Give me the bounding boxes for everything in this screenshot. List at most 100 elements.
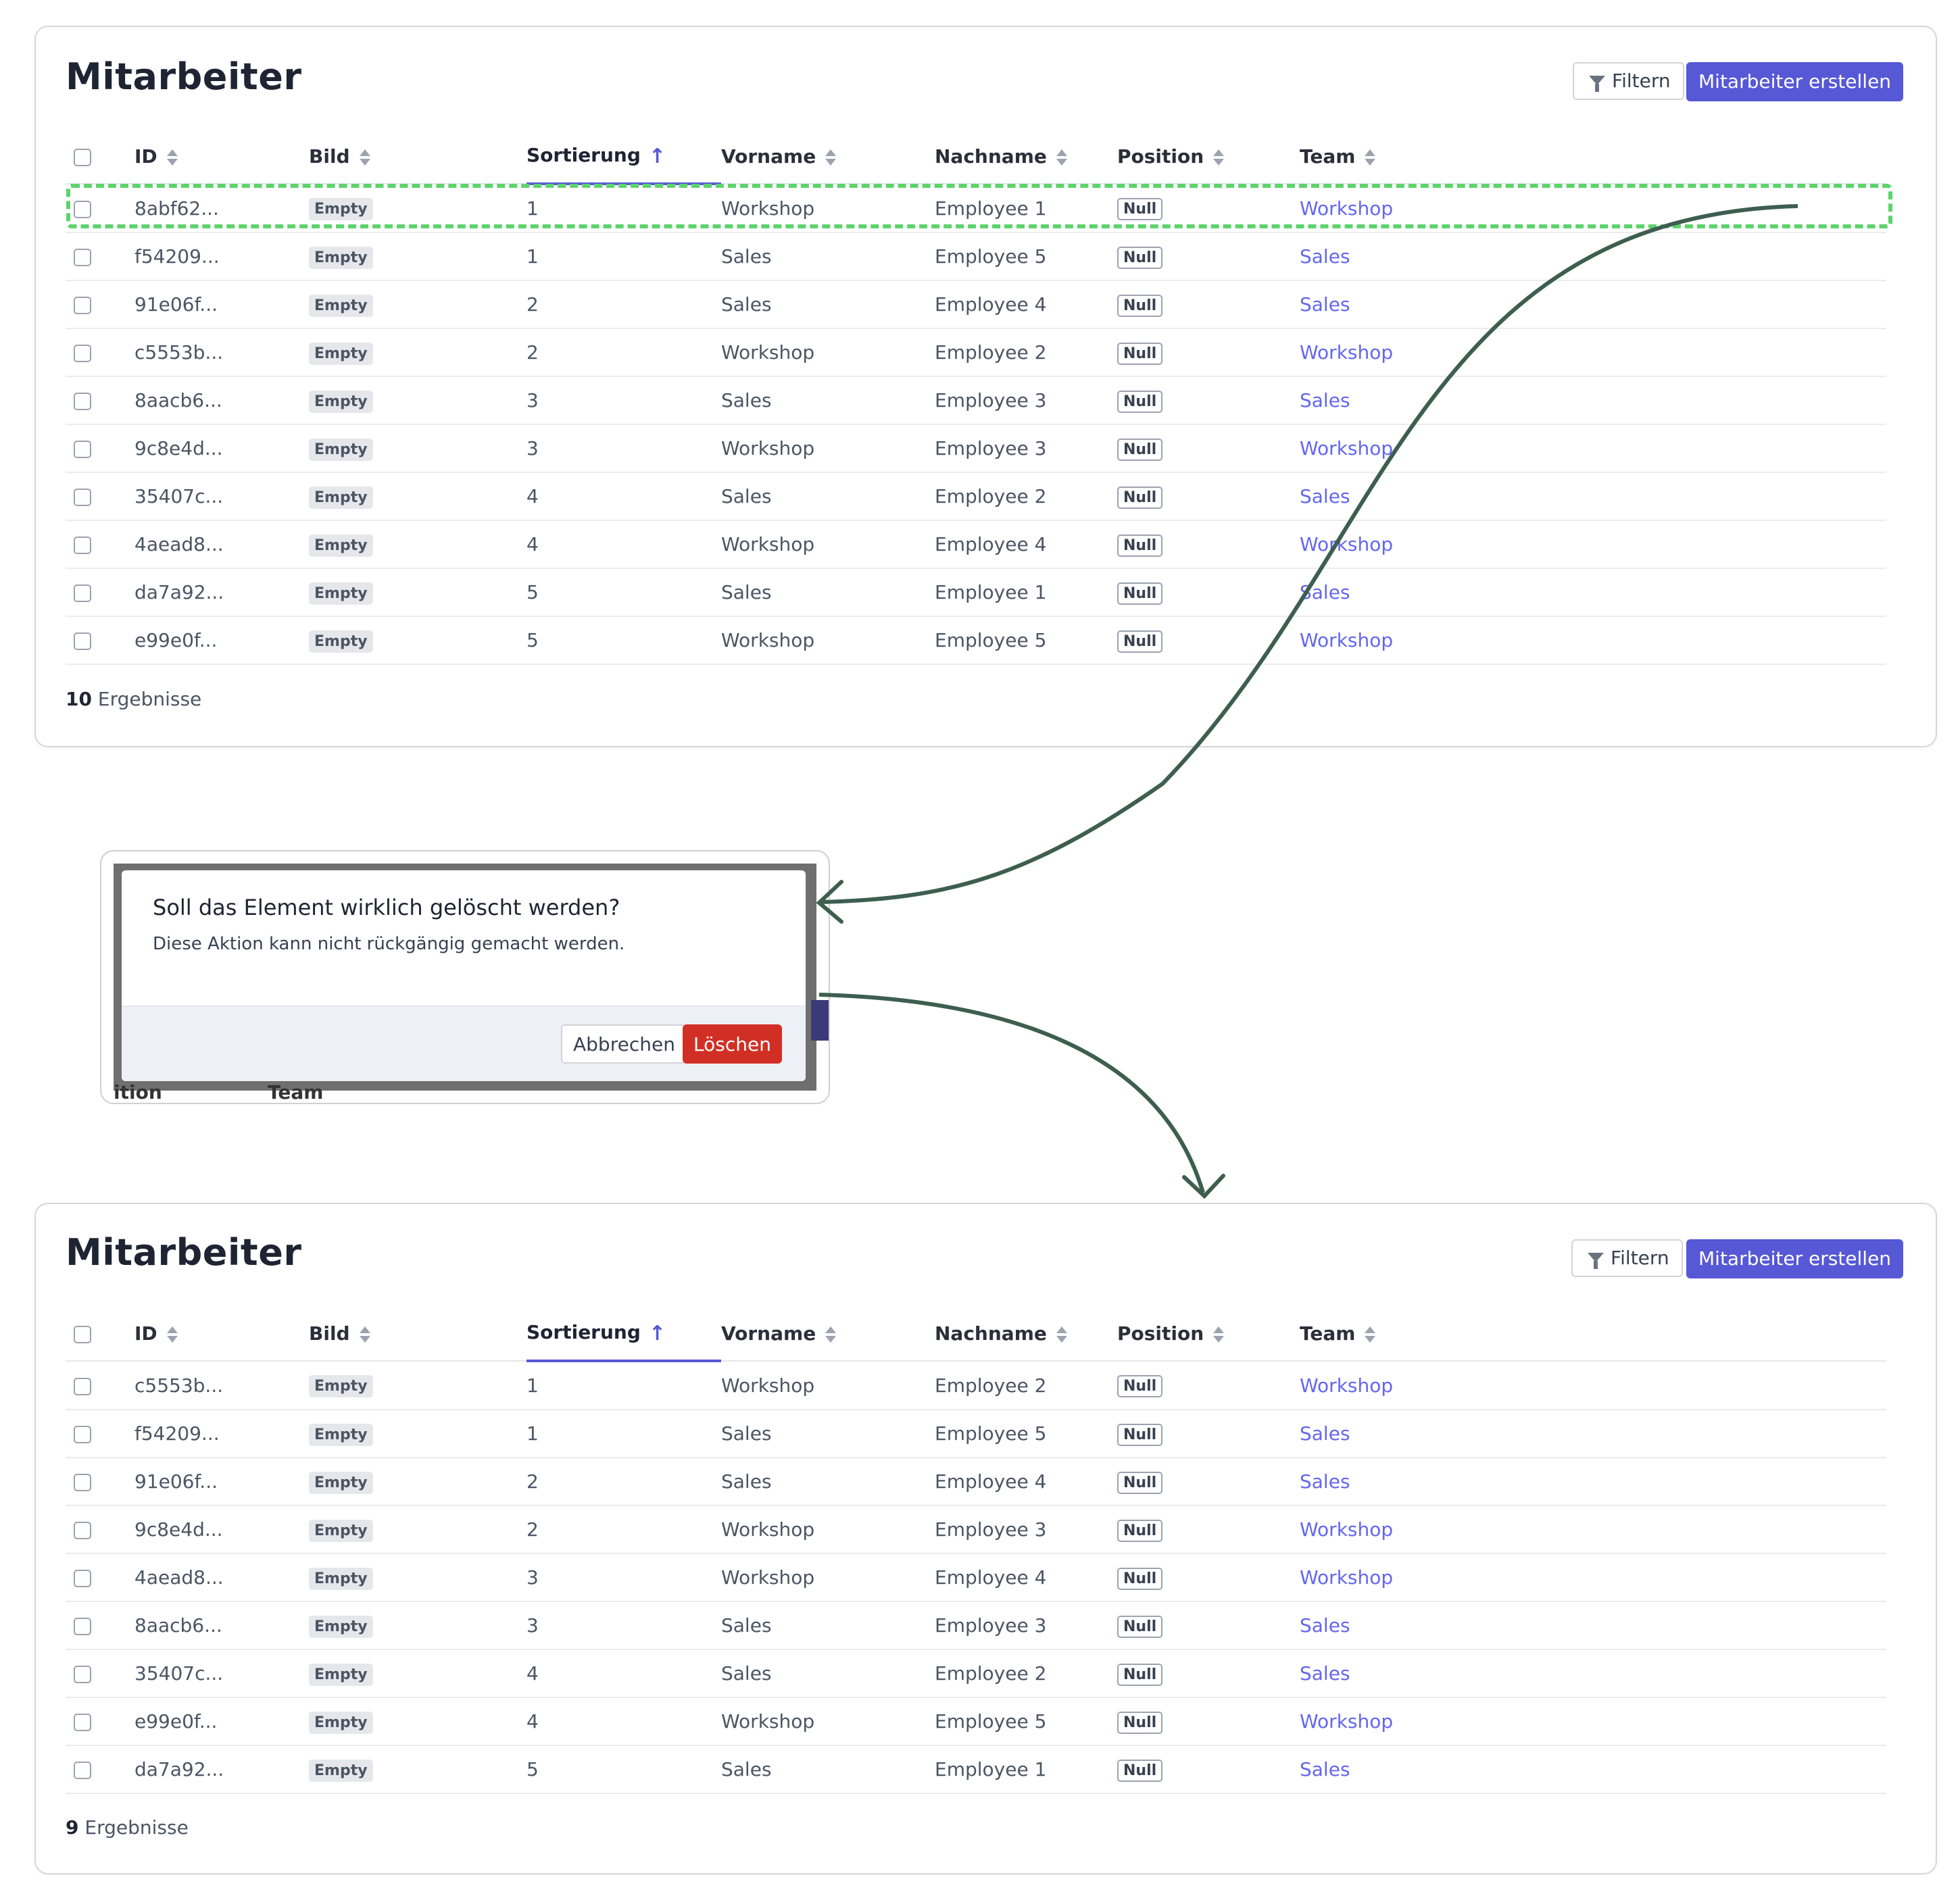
sort-value: 4	[526, 1662, 539, 1685]
row-checkbox[interactable]	[74, 1570, 91, 1587]
row-checkbox[interactable]	[74, 489, 91, 506]
select-all-checkbox[interactable]	[74, 1326, 91, 1343]
team-link[interactable]: Sales	[1300, 293, 1350, 316]
null-badge: Null	[1117, 1471, 1163, 1494]
column-header-vorname[interactable]: Vorname	[721, 1307, 935, 1362]
team-link[interactable]: Sales	[1300, 1758, 1350, 1781]
funnel-icon	[1589, 76, 1605, 92]
row-checkbox[interactable]	[74, 441, 91, 458]
create-employee-button[interactable]: Mitarbeiter erstellen	[1686, 62, 1904, 101]
cell-first-name: Sales	[721, 280, 935, 329]
column-header-label: Position	[1117, 145, 1204, 168]
column-header-vorname[interactable]: Vorname	[721, 130, 935, 184]
last-name-value: Employee 4	[935, 1470, 1047, 1493]
row-checkbox[interactable]	[74, 1618, 91, 1635]
row-checkbox[interactable]	[74, 1474, 91, 1491]
column-header-id[interactable]: ID	[134, 1307, 309, 1362]
backdrop-column-position: ition	[114, 1081, 162, 1103]
row-checkbox[interactable]	[74, 584, 91, 602]
column-header-nachname[interactable]: Nachname	[935, 130, 1117, 184]
team-link[interactable]: Workshop	[1300, 437, 1394, 459]
null-badge: Null	[1117, 1519, 1163, 1542]
cell-last-name: Employee 4	[935, 1458, 1117, 1506]
row-checkbox[interactable]	[74, 297, 91, 314]
row-checkbox[interactable]	[74, 537, 91, 554]
cancel-button[interactable]: Abbrechen	[561, 1024, 687, 1064]
team-link[interactable]: Sales	[1300, 1470, 1350, 1493]
column-header-position[interactable]: Position	[1117, 130, 1300, 184]
team-link[interactable]: Sales	[1300, 485, 1350, 507]
team-link[interactable]: Workshop	[1300, 1518, 1394, 1541]
team-link[interactable]: Workshop	[1300, 1374, 1394, 1397]
results-count: 10 Ergebnisse	[66, 688, 201, 710]
team-link[interactable]: Sales	[1300, 1422, 1350, 1445]
row-checkbox[interactable]	[74, 1666, 91, 1683]
cell-id: 9c8e4d...	[134, 1505, 309, 1554]
cell-image: Empty	[309, 376, 526, 425]
column-header-position[interactable]: Position	[1117, 1307, 1300, 1362]
column-header-bild[interactable]: Bild	[309, 1307, 526, 1362]
team-link[interactable]: Workshop	[1300, 629, 1394, 651]
id-value: 9c8e4d...	[134, 1518, 223, 1541]
row-checkbox[interactable]	[74, 1762, 91, 1779]
first-name-value: Sales	[721, 581, 772, 603]
first-name-value: Sales	[721, 1758, 772, 1781]
row-checkbox[interactable]	[74, 1714, 91, 1731]
filter-button[interactable]: Filtern	[1571, 1239, 1683, 1277]
team-link[interactable]: Sales	[1300, 1614, 1350, 1637]
cell-team: Workshop	[1300, 616, 1886, 665]
row-checkbox[interactable]	[74, 393, 91, 410]
cell-team: Workshop	[1300, 1505, 1886, 1554]
backdrop-column-team: Team	[268, 1081, 324, 1103]
team-link[interactable]: Sales	[1300, 1662, 1350, 1685]
empty-badge: Empty	[309, 342, 373, 365]
team-link[interactable]: Workshop	[1300, 1566, 1394, 1589]
row-checkbox[interactable]	[74, 1377, 91, 1395]
column-header-id[interactable]: ID	[134, 130, 309, 184]
sort-icon	[1213, 1326, 1225, 1343]
row-checkbox[interactable]	[74, 345, 91, 362]
last-name-value: Employee 3	[935, 1518, 1047, 1541]
column-header-bild[interactable]: Bild	[309, 130, 526, 184]
column-header-label: Nachname	[935, 1322, 1047, 1345]
last-name-value: Employee 2	[935, 485, 1047, 507]
row-checkbox[interactable]	[74, 1522, 91, 1539]
team-link[interactable]: Sales	[1300, 581, 1350, 603]
sort-value: 3	[526, 389, 539, 412]
cell-last-name: Employee 5	[935, 616, 1117, 665]
null-badge: Null	[1117, 630, 1163, 653]
cell-team: Workshop	[1300, 184, 1886, 233]
table-row: 9c8e4d... Empty 3 Workshop Employee 3 Null Wor…	[66, 424, 1886, 473]
column-header-label: ID	[134, 145, 157, 168]
row-checkbox[interactable]	[74, 200, 91, 218]
team-link[interactable]: Sales	[1300, 389, 1350, 412]
confirm-delete-button[interactable]: Löschen	[683, 1024, 782, 1064]
first-name-value: Sales	[721, 485, 772, 507]
column-header-sortierung[interactable]: Sortierung ↑	[526, 130, 721, 185]
select-all-checkbox[interactable]	[74, 149, 91, 166]
cell-position: Null	[1117, 184, 1300, 233]
column-header-sortierung[interactable]: Sortierung ↑	[526, 1307, 721, 1362]
cell-image: Empty	[309, 1649, 526, 1698]
create-employee-button[interactable]: Mitarbeiter erstellen	[1686, 1239, 1904, 1278]
sort-value: 1	[526, 1374, 539, 1397]
team-link[interactable]: Workshop	[1300, 1710, 1394, 1733]
row-select-cell	[66, 184, 134, 233]
row-checkbox[interactable]	[74, 249, 91, 266]
row-checkbox[interactable]	[74, 1426, 91, 1443]
team-link[interactable]: Workshop	[1300, 533, 1394, 555]
column-header-team[interactable]: Team	[1300, 1307, 1886, 1362]
column-header-team[interactable]: Team	[1300, 130, 1886, 184]
team-link[interactable]: Sales	[1300, 245, 1350, 268]
column-header-nachname[interactable]: Nachname	[935, 1307, 1117, 1362]
filter-button[interactable]: Filtern	[1573, 62, 1684, 100]
cell-id: 8aacb6...	[134, 1601, 309, 1650]
team-link[interactable]: Workshop	[1300, 197, 1394, 220]
team-link[interactable]: Workshop	[1300, 341, 1394, 364]
cell-id: 91e06f...	[134, 1458, 309, 1506]
cell-first-name: Sales	[721, 472, 935, 521]
row-checkbox[interactable]	[74, 632, 91, 650]
cell-image: Empty	[309, 616, 526, 665]
